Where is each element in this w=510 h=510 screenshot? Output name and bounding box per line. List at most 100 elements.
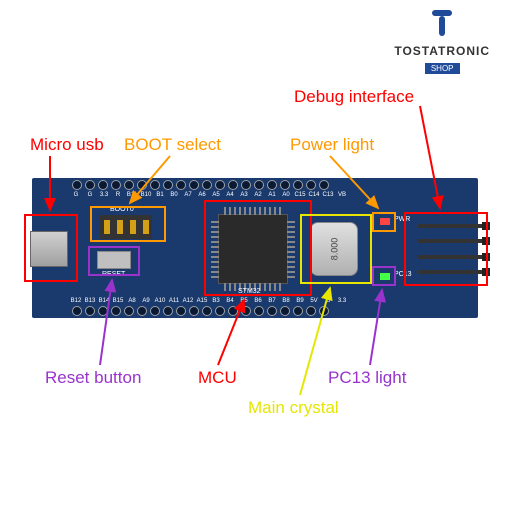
pin-hole [72,180,82,190]
box-micro-usb [24,214,78,282]
pin-hole [319,180,329,190]
pin-label: A15 [196,298,208,304]
pin-hole [267,306,277,316]
pin-hole [85,180,95,190]
pin-label: B12 [70,298,82,304]
pin-label: B1 [154,192,166,198]
pin-hole [228,306,238,316]
pin-label: VB [336,192,348,198]
pin-labels-bottom: B12B13B14B15A8A9A10A11A12A15B3B4B5B6B7B8… [70,298,348,304]
pin-label: A6 [196,192,208,198]
label-power-light: Power light [290,135,374,155]
pin-labels-top: GG3.3RB11B10B1B0A7A6A5A4A3A2A1A0C15C14C1… [70,192,348,198]
pin-label: G [322,298,334,304]
pin-label: A7 [182,192,194,198]
pin-hole [72,306,82,316]
pin-label: A3 [238,192,250,198]
pin-hole [111,180,121,190]
pin-label: C13 [322,192,334,198]
pin-hole [124,306,134,316]
pin-label: B7 [266,298,278,304]
pin-hole [124,180,134,190]
pin-row-top [72,180,329,190]
box-debug [404,212,488,286]
pin-hole [163,306,173,316]
pin-hole [98,180,108,190]
pin-hole [202,306,212,316]
pin-hole [137,180,147,190]
pin-label: A1 [266,192,278,198]
logo-subtext: SHOP [425,63,460,74]
pin-hole [306,306,316,316]
pin-hole [280,306,290,316]
pin-label: A0 [280,192,292,198]
box-mcu [204,200,312,296]
pin-hole [241,306,251,316]
pin-hole [228,180,238,190]
box-power-light [372,212,396,232]
pin-hole [293,306,303,316]
pin-hole [137,306,147,316]
box-boot-select [90,206,166,242]
pin-label: B8 [280,298,292,304]
pin-label: A2 [252,192,264,198]
pin-hole [293,180,303,190]
label-mcu: MCU [198,368,237,388]
label-boot-select: BOOT select [124,135,221,155]
label-micro-usb: Micro usb [30,135,104,155]
box-reset [88,246,140,276]
pin-hole [215,180,225,190]
pin-hole [176,180,186,190]
pin-label: B14 [98,298,110,304]
pin-label: B5 [238,298,250,304]
pin-label: B3 [210,298,222,304]
pin-label: A10 [154,298,166,304]
pin-hole [189,180,199,190]
label-pc13-light: PC13 light [328,368,406,388]
pin-hole [111,306,121,316]
pin-hole [176,306,186,316]
pin-label: B4 [224,298,236,304]
label-main-crystal: Main crystal [248,398,339,418]
pin-label: A12 [182,298,194,304]
pin-label: B9 [294,298,306,304]
pin-hole [189,306,199,316]
pin-hole [267,180,277,190]
pin-hole [98,306,108,316]
pin-label: A4 [224,192,236,198]
pin-hole [306,180,316,190]
pin-hole [254,180,264,190]
pin-hole [85,306,95,316]
pin-label: B6 [252,298,264,304]
pin-hole [280,180,290,190]
pin-label: B15 [112,298,124,304]
pin-label: B10 [140,192,152,198]
pin-label: A5 [210,192,222,198]
pin-row-bottom [72,306,329,316]
pin-label: B13 [84,298,96,304]
pin-label: B11 [126,192,138,198]
pin-label: A8 [126,298,138,304]
logo-icon [422,10,462,40]
pin-label: A9 [140,298,152,304]
pin-label: 5V [308,298,320,304]
pin-label: B0 [168,192,180,198]
pin-hole [150,180,160,190]
brand-logo: TOSTATRONIC SHOP [394,10,490,76]
box-crystal [300,214,372,284]
logo-text: TOSTATRONIC [394,44,490,58]
label-reset-button: Reset button [45,368,141,388]
pin-hole [319,306,329,316]
label-debug: Debug interface [294,87,414,107]
pin-label: G [84,192,96,198]
pin-label: C14 [308,192,320,198]
pin-hole [163,180,173,190]
pin-label: R [112,192,124,198]
pin-hole [254,306,264,316]
pin-label: A11 [168,298,180,304]
pin-hole [202,180,212,190]
pin-hole [215,306,225,316]
box-pc13-light [372,266,396,286]
pin-label: 3.3 [336,298,348,304]
pin-label: 3.3 [98,192,110,198]
